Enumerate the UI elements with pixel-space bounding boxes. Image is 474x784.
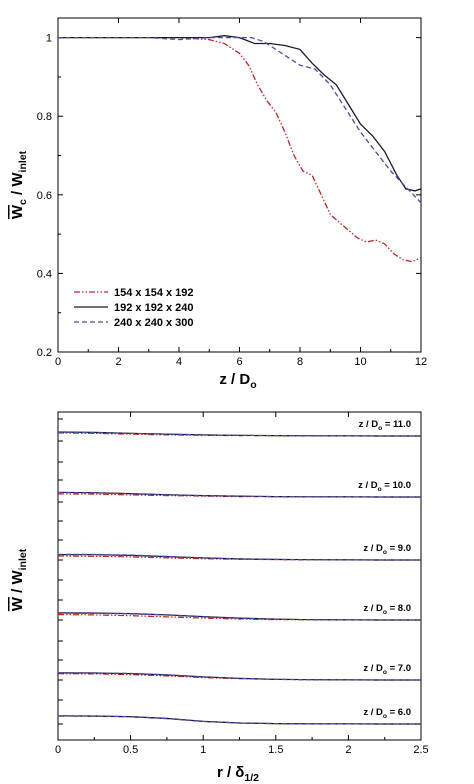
top-x-tick-label: 12 bbox=[415, 356, 427, 368]
top-plot-frame bbox=[57, 17, 422, 353]
profile-label-sub: o bbox=[378, 486, 382, 493]
legend-label-3: 240 x 240 x 300 bbox=[114, 317, 194, 329]
profile-label-sub: o bbox=[383, 713, 387, 720]
bottom-plot-frame bbox=[57, 411, 422, 741]
top-x-tick-label: 8 bbox=[297, 356, 303, 368]
top-series-group bbox=[58, 35, 422, 263]
profile-5-curve-1 bbox=[57, 673, 421, 681]
profile-label-value: = 10.0 bbox=[382, 480, 411, 491]
profile-label-main: z / D bbox=[363, 707, 383, 718]
top-x-axis-title-main: z / D bbox=[219, 371, 250, 388]
bottom-y-axis-title-mid: / W bbox=[9, 570, 26, 598]
top-series-line-2 bbox=[58, 35, 422, 192]
top-x-tick-label: 10 bbox=[354, 356, 366, 368]
profile-label-6: z / Do = 6.0 bbox=[363, 707, 411, 720]
top-y-axis-title-sub2: inlet bbox=[17, 150, 29, 172]
top-y-axis-title: Wc / Winlet bbox=[9, 150, 29, 219]
top-series-line-3 bbox=[58, 36, 422, 204]
top-x-tick-label: 2 bbox=[115, 356, 121, 368]
top-x-tick-label: 4 bbox=[176, 356, 182, 368]
legend-label-2: 192 x 192 x 240 bbox=[114, 302, 194, 314]
profile-label-main: z / D bbox=[363, 603, 383, 614]
profile-label-3: z / Do = 9.0 bbox=[363, 543, 411, 556]
profile-label-main: z / D bbox=[363, 663, 383, 674]
centerline-velocity-chart: 0 2 4 6 8 10 12 0.2 0.4 0.6 0.8 1 154 x 154 x 192 19… bbox=[9, 17, 427, 391]
top-x-tick-label: 0 bbox=[55, 356, 61, 368]
profile-1-curve-1 bbox=[57, 432, 421, 437]
profile-label-main: z / D bbox=[363, 543, 383, 554]
legend-label-1: 154 x 154 x 192 bbox=[114, 287, 194, 299]
profile-label-5: z / Do = 7.0 bbox=[363, 663, 411, 676]
top-x-tick-label: 6 bbox=[236, 356, 242, 368]
top-x-axis-title: z / Do bbox=[219, 371, 256, 391]
top-y-axis-title-mid: / W bbox=[9, 172, 26, 200]
profile-label-value: = 7.0 bbox=[387, 663, 411, 674]
profile-label-sub: o bbox=[378, 425, 382, 432]
profile-4-curve-2 bbox=[57, 612, 421, 621]
top-x-axis-title-sub: o bbox=[250, 379, 256, 391]
bottom-y-axis-title-sub: inlet bbox=[17, 548, 29, 570]
top-y-tick-label: 0.8 bbox=[37, 111, 52, 123]
profile-6-curve-3 bbox=[57, 715, 421, 725]
top-y-axis-title-sub: c bbox=[17, 199, 29, 205]
profile-label-value: = 6.0 bbox=[387, 707, 411, 718]
profile-label-sub: o bbox=[383, 549, 387, 556]
top-y-tick-label: 0.2 bbox=[37, 347, 52, 359]
bottom-axis-ticks: 0 0.5 1 1.5 2 2.5 bbox=[55, 412, 429, 756]
profile-1-curve-3 bbox=[57, 431, 421, 437]
profile-4-curve-3 bbox=[57, 612, 421, 621]
profile-label-sub: o bbox=[383, 669, 387, 676]
bottom-x-tick-label: 2 bbox=[345, 744, 351, 756]
profile-5-curve-2 bbox=[57, 672, 421, 681]
profile-4-curve-1 bbox=[57, 614, 421, 621]
top-legend: 154 x 154 x 192 192 x 192 x 240 240 x 240 … bbox=[74, 287, 194, 329]
profile-2-curve-2 bbox=[57, 491, 421, 498]
bottom-y-axis-title-w: W bbox=[9, 596, 26, 611]
profile-2-curve-1 bbox=[57, 493, 421, 498]
profile-label-sub: o bbox=[383, 609, 387, 616]
bottom-x-tick-label: 1 bbox=[200, 744, 206, 756]
profile-label-main: z / D bbox=[359, 419, 379, 430]
top-y-tick-label: 1 bbox=[46, 33, 52, 45]
profile-label-main: z / D bbox=[358, 480, 378, 491]
profile-1-curve-2 bbox=[57, 431, 421, 437]
bottom-x-tick-label: 2.5 bbox=[413, 744, 428, 756]
profile-label-2: z / Do = 10.0 bbox=[358, 480, 411, 493]
bottom-y-axis-title: W / Winlet bbox=[9, 548, 29, 611]
profile-3-curve-3 bbox=[57, 553, 421, 561]
profile-label-value: = 8.0 bbox=[387, 603, 411, 614]
profile-2-curve-3 bbox=[57, 492, 421, 498]
profile-label-value: = 9.0 bbox=[387, 543, 411, 554]
profile-label-4: z / Do = 8.0 bbox=[363, 603, 411, 616]
bottom-x-axis-title-main: r / δ bbox=[217, 764, 244, 781]
profile-3-curve-1 bbox=[57, 555, 421, 561]
bottom-x-axis-title-sub: 1/2 bbox=[244, 772, 259, 784]
top-axis-ticks: 0 2 4 6 8 10 12 0.2 0.4 0.6 0.8 1 bbox=[37, 18, 427, 368]
top-y-tick-label: 0.6 bbox=[37, 190, 52, 202]
profile-6-curve-1 bbox=[57, 715, 421, 725]
top-y-tick-label: 0.4 bbox=[37, 268, 52, 280]
profile-6-curve-2 bbox=[57, 715, 421, 725]
profile-label-1: z / Do = 11.0 bbox=[359, 419, 411, 432]
profile-5-curve-3 bbox=[57, 672, 421, 681]
bottom-series-group: z / Do = 11.0z / Do = 10.0z / Do = 9.0z … bbox=[57, 419, 421, 725]
bottom-x-tick-label: 0 bbox=[55, 744, 61, 756]
top-y-axis-title-w: W bbox=[9, 204, 26, 219]
profile-label-value: = 11.0 bbox=[382, 419, 411, 430]
profile-3-curve-2 bbox=[57, 554, 421, 561]
top-series-line-1 bbox=[58, 36, 422, 263]
bottom-x-tick-label: 0.5 bbox=[123, 744, 138, 756]
bottom-x-tick-label: 1.5 bbox=[268, 744, 283, 756]
bottom-x-axis-title: r / δ1/2 bbox=[217, 764, 259, 784]
